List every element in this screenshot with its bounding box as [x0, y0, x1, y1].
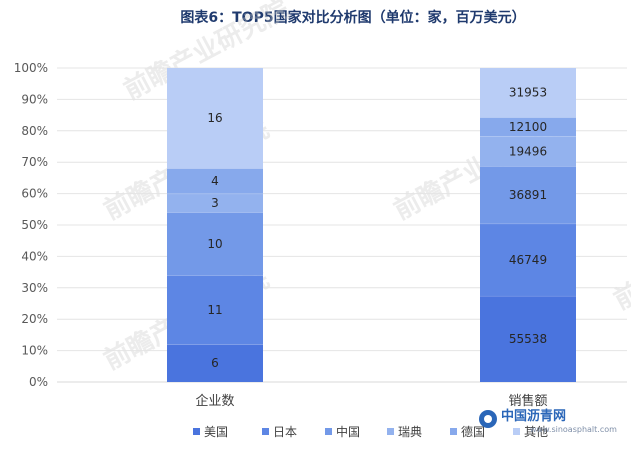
legend-item: 其他 [513, 425, 548, 439]
y-tick-label: 20% [21, 312, 48, 326]
legend: 美国 日本 中国 瑞典 德国 其他 [193, 424, 548, 439]
bar-segment [167, 344, 263, 382]
site-logo: 中国沥青网 www.sinoasphalt.com [479, 408, 617, 434]
y-tick-label: 90% [21, 92, 48, 106]
data-label: 36891 [509, 188, 547, 202]
data-label: 19496 [509, 144, 547, 158]
site-logo-url: www.sinoasphalt.com [530, 425, 617, 434]
legend-label: 日本 [273, 425, 297, 439]
y-tick-label: 60% [21, 187, 48, 201]
bar-segment [167, 212, 263, 276]
data-label: 12100 [509, 120, 547, 134]
bar-segment [480, 223, 576, 296]
legend-label: 瑞典 [398, 425, 422, 439]
site-logo-name: 中国沥青网 [501, 408, 566, 424]
legend-swatch [193, 428, 200, 435]
bar-segment [480, 117, 576, 137]
legend-label: 美国 [204, 425, 228, 439]
y-tick-label: 10% [21, 344, 48, 358]
legend-swatch [325, 428, 332, 435]
x-tick-label: 企业数 [195, 393, 234, 409]
data-label: 6 [211, 356, 219, 370]
legend-item: 瑞典 [387, 425, 422, 439]
data-label: 31953 [509, 86, 547, 100]
y-tick-label: 30% [21, 281, 48, 295]
chart-title: 图表6：TOP5国家对比分析图（单位：家，百万美元） [180, 9, 525, 26]
legend-item: 美国 [193, 425, 228, 439]
bar-segment [480, 295, 576, 382]
site-logo-icon-inner [484, 415, 492, 423]
watermark-text: 前瞻产业研究院 [609, 203, 631, 316]
legend-item: 中国 [325, 424, 360, 439]
data-label: 16 [207, 111, 222, 125]
bar-segment [480, 166, 576, 224]
bar-segment [480, 68, 576, 118]
legend-swatch [387, 428, 394, 435]
x-axis: 企业数 销售额 [195, 393, 547, 409]
bar-segment [480, 136, 576, 167]
legend-swatch [513, 428, 520, 435]
bars: 6 11 10 3 4 16 55538 46749 36891 19496 12100 31953 [167, 68, 576, 382]
data-label: 46749 [509, 253, 547, 267]
data-label: 3 [211, 196, 219, 210]
x-tick-label: 销售额 [508, 393, 547, 409]
bar-segment [167, 68, 263, 169]
legend-swatch [450, 428, 457, 435]
data-label: 11 [207, 303, 222, 317]
legend-item: 日本 [262, 425, 297, 439]
legend-item: 德国 [450, 424, 485, 439]
legend-label: 德国 [461, 424, 485, 439]
y-axis: 0% 10% 20% 30% 40% 50% 60% 70% 80% 90% 100% [14, 61, 48, 389]
y-tick-label: 50% [21, 218, 48, 232]
y-tick-label: 0% [29, 375, 48, 389]
bar-segment [167, 275, 263, 345]
legend-label: 中国 [336, 424, 360, 439]
y-tick-label: 40% [21, 249, 48, 263]
y-tick-label: 100% [14, 61, 48, 75]
data-label: 55538 [509, 332, 547, 346]
data-label: 4 [211, 174, 219, 188]
legend-swatch [262, 428, 269, 435]
y-tick-label: 70% [21, 155, 48, 169]
y-tick-label: 80% [21, 124, 48, 138]
bar-segment [167, 193, 263, 213]
bar-segment [167, 168, 263, 194]
legend-label: 其他 [524, 425, 548, 439]
data-label: 10 [207, 237, 222, 251]
